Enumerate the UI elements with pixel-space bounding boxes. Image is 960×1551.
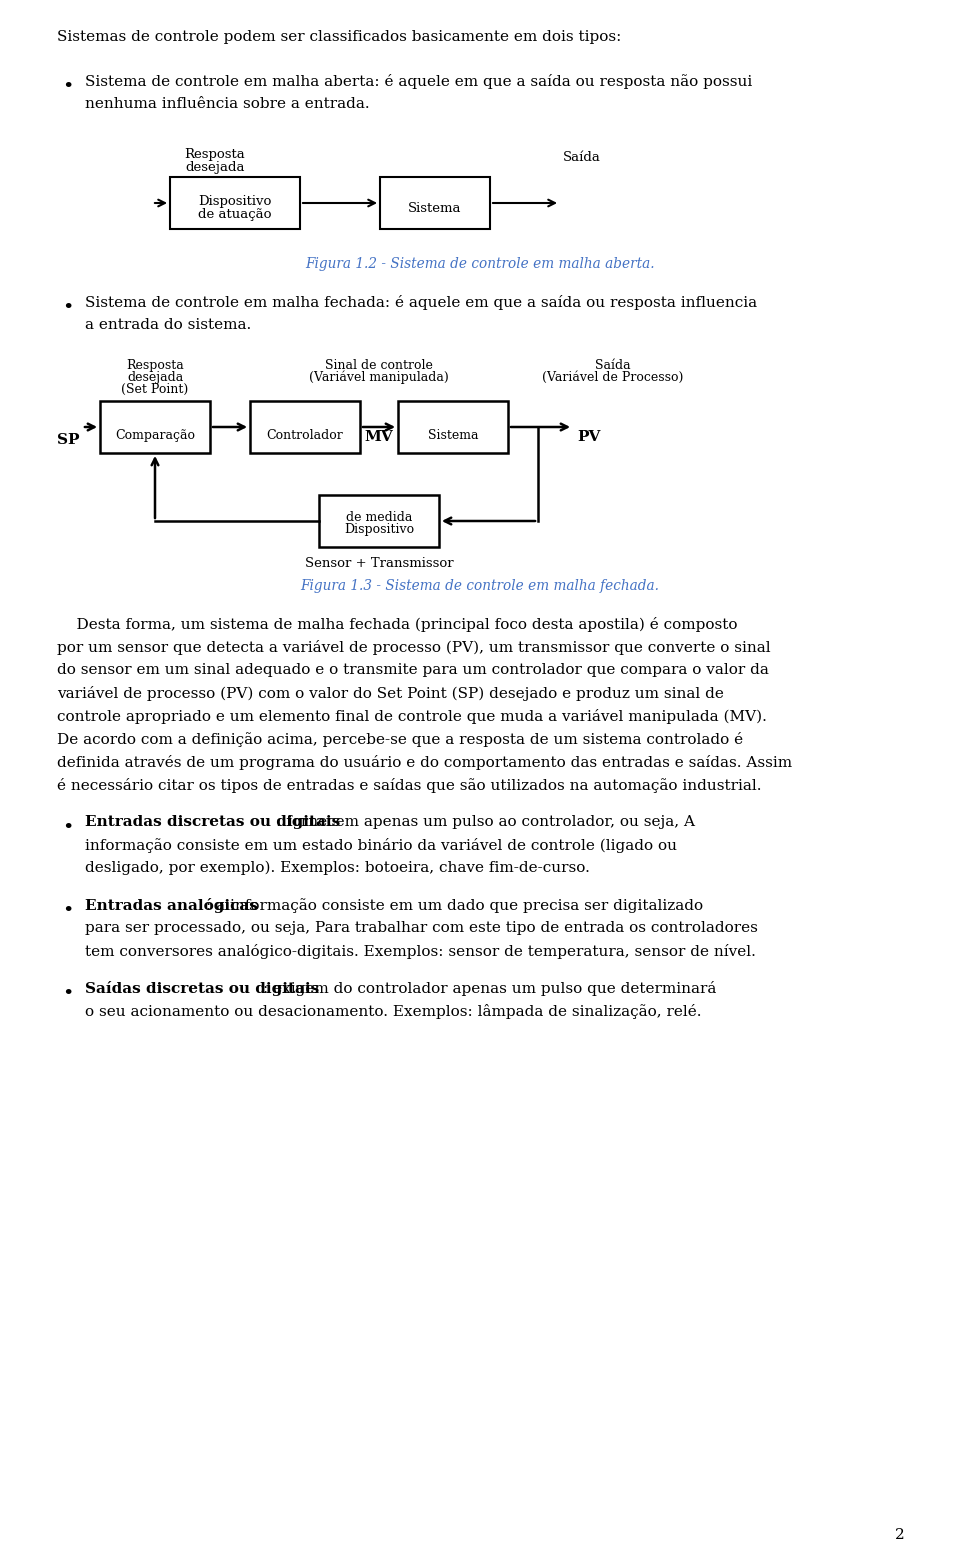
Text: desligado, por exemplo). Exemplos: botoeira, chave fim-de-curso.: desligado, por exemplo). Exemplos: botoe… (85, 861, 589, 875)
Text: Controlador: Controlador (267, 430, 344, 442)
Text: MV: MV (364, 430, 393, 444)
Text: Entradas analógicas: Entradas analógicas (85, 898, 258, 914)
Text: nenhuma influência sobre a entrada.: nenhuma influência sobre a entrada. (85, 98, 370, 112)
Text: Sinal de controle: Sinal de controle (325, 358, 433, 372)
Text: Sistema de controle em malha fechada: é aquele em que a saída ou resposta influe: Sistema de controle em malha fechada: é … (85, 295, 757, 310)
Text: variável de processo (PV) com o valor do Set Point (SP) desejado e produz um sin: variável de processo (PV) com o valor do… (57, 686, 724, 701)
Text: é necessário citar os tipos de entradas e saídas que são utilizados na automação: é necessário citar os tipos de entradas … (57, 779, 761, 793)
Text: Saídas discretas ou digitais: Saídas discretas ou digitais (85, 980, 320, 996)
Text: 2: 2 (896, 1528, 905, 1542)
Text: Sistemas de controle podem ser classificados basicamente em dois tipos:: Sistemas de controle podem ser classific… (57, 29, 621, 43)
Text: (Variável de Processo): (Variável de Processo) (542, 371, 684, 385)
Text: SP: SP (57, 433, 80, 447)
Text: : fornecem apenas um pulso ao controlador, ou seja, A: : fornecem apenas um pulso ao controlado… (276, 814, 694, 828)
Text: Dispositivo: Dispositivo (344, 523, 414, 537)
Bar (170, 177, 300, 230)
Text: Dispositivo: Dispositivo (199, 195, 272, 208)
Text: •: • (62, 78, 73, 96)
Text: : a informação consiste em um dado que precisa ser digitalizado: : a informação consiste em um dado que p… (205, 898, 703, 914)
Text: Sistema: Sistema (408, 202, 462, 216)
Text: de atuação: de atuação (199, 208, 272, 220)
Bar (398, 402, 508, 453)
Text: Comparação: Comparação (115, 430, 195, 442)
Text: informação consiste em um estado binário da variável de controle (ligado ou: informação consiste em um estado binário… (85, 838, 677, 853)
Text: por um sensor que detecta a variável de processo (PV), um transmissor que conver: por um sensor que detecta a variável de … (57, 641, 771, 655)
Text: Resposta: Resposta (184, 147, 246, 161)
Text: para ser processado, ou seja, Para trabalhar com este tipo de entrada os control: para ser processado, ou seja, Para traba… (85, 921, 757, 935)
Text: de medida: de medida (346, 510, 412, 524)
Text: Sistema de controle em malha aberta: é aquele em que a saída ou resposta não pos: Sistema de controle em malha aberta: é a… (85, 74, 753, 88)
Text: Saída: Saída (595, 358, 631, 372)
Text: controle apropriado e um elemento final de controle que muda a variável manipula: controle apropriado e um elemento final … (57, 709, 767, 724)
Text: •: • (62, 903, 73, 920)
Text: Entradas discretas ou digitais: Entradas discretas ou digitais (85, 814, 340, 828)
Text: Saída: Saída (563, 150, 601, 164)
Text: •: • (62, 819, 73, 838)
Text: Sensor + Transmissor: Sensor + Transmissor (304, 557, 453, 571)
Text: Desta forma, um sistema de malha fechada (principal foco desta apostila) é compo: Desta forma, um sistema de malha fechada… (57, 617, 737, 631)
Bar (319, 495, 439, 548)
Text: Sistema: Sistema (428, 430, 478, 442)
Text: tem conversores analógico-digitais. Exemplos: sensor de temperatura, sensor de n: tem conversores analógico-digitais. Exem… (85, 945, 756, 959)
Text: : exigem do controlador apenas um pulso que determinará: : exigem do controlador apenas um pulso … (263, 980, 716, 996)
Text: desejada: desejada (185, 161, 245, 174)
Bar (100, 402, 210, 453)
Text: (Variável manipulada): (Variável manipulada) (309, 371, 449, 385)
Text: desejada: desejada (127, 371, 183, 385)
Bar (380, 177, 490, 230)
Text: (Set Point): (Set Point) (121, 383, 188, 396)
Text: Figura 1.2 - Sistema de controle em malha aberta.: Figura 1.2 - Sistema de controle em malh… (305, 257, 655, 271)
Text: Resposta: Resposta (126, 358, 184, 372)
Text: •: • (62, 985, 73, 1003)
Text: definida através de um programa do usuário e do comportamento das entradas e saí: definida através de um programa do usuár… (57, 755, 792, 769)
Text: •: • (62, 299, 73, 316)
Text: do sensor em um sinal adequado e o transmite para um controlador que compara o v: do sensor em um sinal adequado e o trans… (57, 662, 769, 676)
Text: PV: PV (577, 430, 600, 444)
Text: o seu acionamento ou desacionamento. Exemplos: lâmpada de sinalização, relé.: o seu acionamento ou desacionamento. Exe… (85, 1003, 702, 1019)
Text: De acordo com a definição acima, percebe-se que a resposta de um sistema control: De acordo com a definição acima, percebe… (57, 732, 743, 748)
Text: Figura 1.3 - Sistema de controle em malha fechada.: Figura 1.3 - Sistema de controle em malh… (300, 579, 660, 592)
Text: a entrada do sistema.: a entrada do sistema. (85, 318, 252, 332)
Bar (250, 402, 360, 453)
